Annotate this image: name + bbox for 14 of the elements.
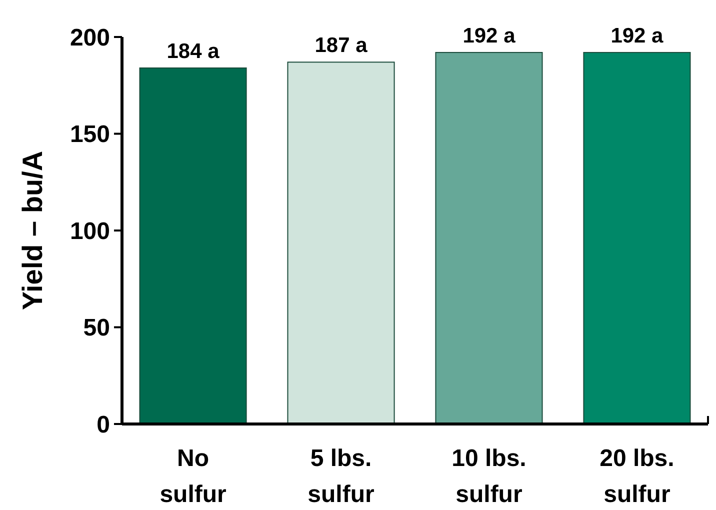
data-label: 184 a [166,40,220,63]
y-tick-label: 0 [96,411,110,438]
y-axis-title: Yield – bu/A [17,150,48,310]
y-tick-label: 50 [83,314,110,342]
data-label: 192 a [462,24,516,48]
data-label: 192 a [610,24,664,48]
y-tick-label: 100 [70,218,110,245]
data-label: 187 a [314,34,368,58]
y-tick-label: 200 [70,24,110,52]
x-tick-label: 10 lbs. sulfur [452,445,526,508]
x-tick-label: No sulfur [160,445,226,508]
y-tick-label: 150 [70,121,110,148]
x-tick-label: 5 lbs. sulfur [308,445,374,508]
x-tick-label: 20 lbs. sulfur [600,445,674,508]
